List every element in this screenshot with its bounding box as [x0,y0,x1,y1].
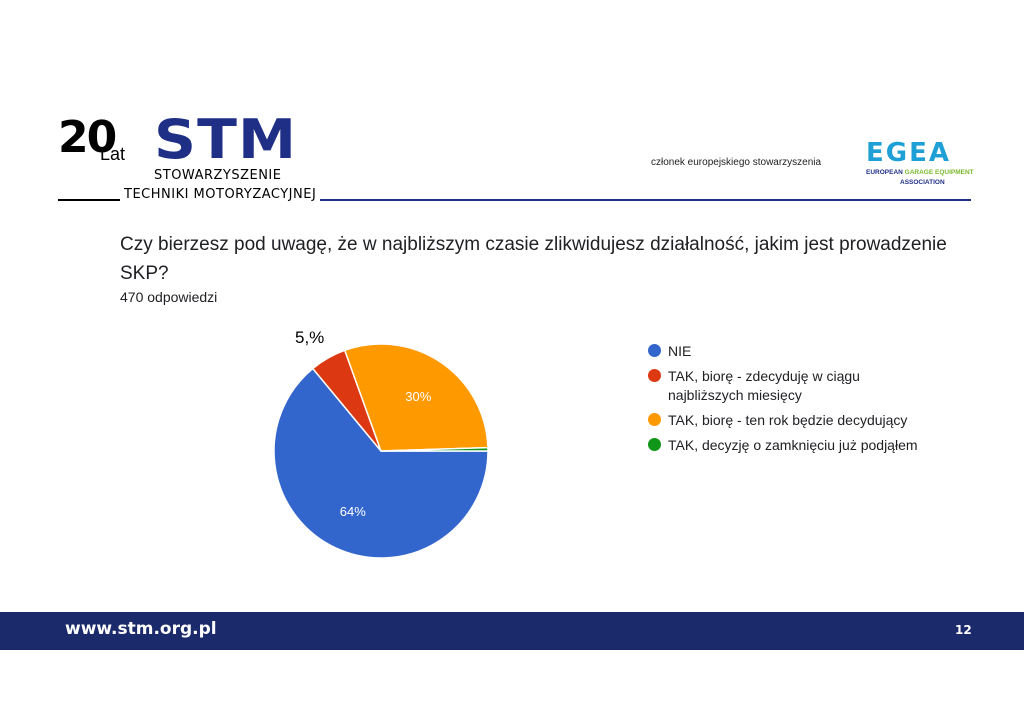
pie-slice-label-2: 30% [405,389,431,404]
legend-item-2: TAK, biorę - ten rok będzie decydujący [648,411,948,430]
logo-lat: Lat [100,144,126,164]
footer-website[interactable]: www.stm.org.pl [65,619,217,639]
legend-dot-icon [648,438,661,451]
legend-label: TAK, biorę - ten rok będzie decydujący [668,412,908,428]
question-title: Czy bierzesz pod uwagę, że w najbliższym… [120,234,947,284]
legend-label: TAK, decyzję o zamknięciu już podjąłem [668,437,918,453]
pie-slice-2 [343,343,489,452]
pie-slice-0 [273,367,489,559]
header-divider [320,199,971,201]
legend-dot-icon [648,413,661,426]
logo-anniversary-number: 20 [58,112,117,163]
logo-org-line1: STOWARZYSZENIE [154,168,282,183]
legend-item-1: TAK, biorę - zdecyduję w ciągu najbliższ… [648,367,948,405]
legend-item-3: TAK, decyzję o zamknięciu już podjąłem [648,436,948,455]
page-number: 12 [955,623,972,637]
legend-dot-icon [648,369,661,382]
legend-dot-icon [648,344,661,357]
stm-logo: 20 Lat STM STOWARZYSZENIE TECHNIKI MOTOR… [58,108,328,207]
legend-label: TAK, biorę - zdecyduję w ciągu najbliższ… [668,368,860,403]
response-count: 470 odpowiedzi [120,289,218,305]
egea-logo: EGEA EUROPEAN GARAGE EQUIPMENT ASSOCIATI… [866,138,976,190]
chart-legend: NIE TAK, biorę - zdecyduję w ciągu najbli… [648,342,948,461]
logo-stm-word: STM [154,108,298,171]
egea-logo-subtitle: EUROPEAN GARAGE EQUIPMENT [866,169,974,176]
header-divider-left [58,199,120,201]
legend-item-0: NIE [648,342,948,361]
egea-logo-association: ASSOCIATION [900,179,945,186]
callout-label: 5,% [295,328,325,347]
logo-org-line2: TECHNIKI MOTORYZACYJNEJ [124,187,317,202]
footer-bar: www.stm.org.pl 12 [0,612,1024,650]
pie-slice-label-0: 64% [340,504,366,519]
legend-label: NIE [668,343,692,359]
member-caption: członek europejskiego stowarzyszenia [651,157,822,168]
egea-logo-word: EGEA [866,138,951,168]
pie-slice-3 [380,446,489,452]
